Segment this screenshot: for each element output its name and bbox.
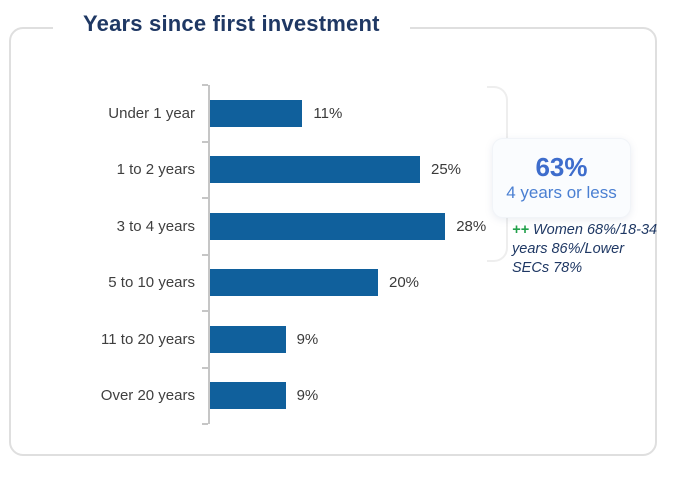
callout-value: 63%	[535, 151, 588, 182]
value-label: 25%	[431, 161, 462, 179]
bar	[210, 382, 286, 410]
bar	[210, 212, 446, 240]
bar	[210, 156, 420, 184]
category-label: 11 to 20 years	[101, 330, 195, 348]
bar	[210, 269, 378, 297]
callout-label: 4 years or less	[506, 183, 617, 203]
annotation-text: Women 68%/18-34 years 86%/Lower SECs 78%	[512, 222, 658, 277]
chart-title: Years since first investment	[53, 5, 410, 43]
chart-title-text: Years since first investment	[83, 11, 380, 36]
category-label: 1 to 2 years	[116, 161, 195, 179]
chart-row: 5 to 10 years 20%	[0, 255, 500, 312]
value-label: 11%	[313, 104, 343, 122]
plot-area: Under 1 year 11% 1 to 2 years 25% 3 to 4 yea…	[0, 84, 500, 425]
bar	[210, 99, 303, 127]
axis-tick	[202, 84, 208, 86]
category-label: 5 to 10 years	[108, 274, 195, 292]
value-label: 9%	[296, 387, 319, 405]
axis-tick	[202, 366, 208, 369]
chart-row: 1 to 2 years 25%	[0, 142, 500, 199]
y-axis-line	[208, 85, 210, 424]
category-label: Over 20 years	[100, 387, 195, 405]
axis-tick	[202, 253, 208, 256]
callout-card: 63% 4 years or less	[492, 138, 631, 218]
chart-row: Over 20 years 9%	[0, 368, 500, 425]
category-label: Under 1 year	[108, 104, 195, 122]
value-label: 28%	[456, 217, 487, 235]
value-label: 20%	[389, 274, 420, 292]
subgroup-annotation: ++ Women 68%/18-34 years 86%/Lower SECs …	[512, 221, 664, 278]
axis-tick	[202, 423, 208, 425]
axis-tick	[202, 310, 208, 312]
chart-row: 3 to 4 years 28%	[0, 198, 500, 255]
chart-row: 11 to 20 years 9%	[0, 311, 500, 368]
bar	[210, 325, 286, 353]
category-label: 3 to 4 years	[116, 217, 195, 235]
axis-tick	[202, 140, 208, 143]
value-label: 9%	[296, 330, 319, 348]
annotation-marker: ++	[512, 222, 533, 238]
axis-tick	[202, 197, 208, 199]
chart-row: Under 1 year 11%	[0, 85, 500, 142]
